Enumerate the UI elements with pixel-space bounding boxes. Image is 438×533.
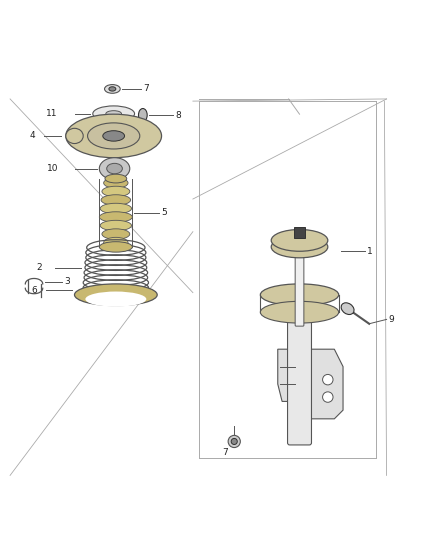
Ellipse shape xyxy=(322,375,333,385)
Ellipse shape xyxy=(109,87,116,91)
Ellipse shape xyxy=(103,131,124,141)
Ellipse shape xyxy=(104,177,128,188)
Text: 4: 4 xyxy=(30,132,35,140)
Ellipse shape xyxy=(102,229,130,239)
Ellipse shape xyxy=(101,195,131,205)
Ellipse shape xyxy=(99,158,130,180)
Text: 9: 9 xyxy=(389,315,395,324)
Ellipse shape xyxy=(105,174,127,183)
Ellipse shape xyxy=(85,292,146,307)
Ellipse shape xyxy=(99,212,132,222)
Ellipse shape xyxy=(100,220,131,231)
Ellipse shape xyxy=(66,128,83,143)
Ellipse shape xyxy=(341,303,354,314)
Text: 8: 8 xyxy=(176,110,181,119)
Text: 7: 7 xyxy=(143,84,148,93)
Ellipse shape xyxy=(88,123,140,149)
Text: 10: 10 xyxy=(46,164,58,173)
Ellipse shape xyxy=(231,439,237,445)
Ellipse shape xyxy=(322,392,333,402)
Ellipse shape xyxy=(138,109,147,122)
Ellipse shape xyxy=(100,203,131,214)
Ellipse shape xyxy=(105,85,120,93)
Ellipse shape xyxy=(74,284,157,305)
Ellipse shape xyxy=(260,301,339,323)
Ellipse shape xyxy=(228,435,240,448)
Ellipse shape xyxy=(271,236,328,258)
FancyBboxPatch shape xyxy=(288,319,311,445)
Ellipse shape xyxy=(104,237,128,248)
Text: 6: 6 xyxy=(32,286,38,295)
Text: 1: 1 xyxy=(367,247,373,256)
Ellipse shape xyxy=(106,111,121,117)
Ellipse shape xyxy=(99,241,132,252)
Ellipse shape xyxy=(271,230,328,251)
Text: 7: 7 xyxy=(223,448,228,457)
Text: 5: 5 xyxy=(162,208,167,217)
Bar xyxy=(294,228,305,238)
Text: 3: 3 xyxy=(64,277,70,286)
Polygon shape xyxy=(278,349,343,419)
Text: 11: 11 xyxy=(46,109,57,118)
Text: 2: 2 xyxy=(36,263,42,272)
Ellipse shape xyxy=(93,106,134,122)
Ellipse shape xyxy=(260,284,339,305)
FancyBboxPatch shape xyxy=(295,233,304,326)
Ellipse shape xyxy=(66,114,162,158)
Ellipse shape xyxy=(107,163,122,174)
Ellipse shape xyxy=(102,186,130,197)
